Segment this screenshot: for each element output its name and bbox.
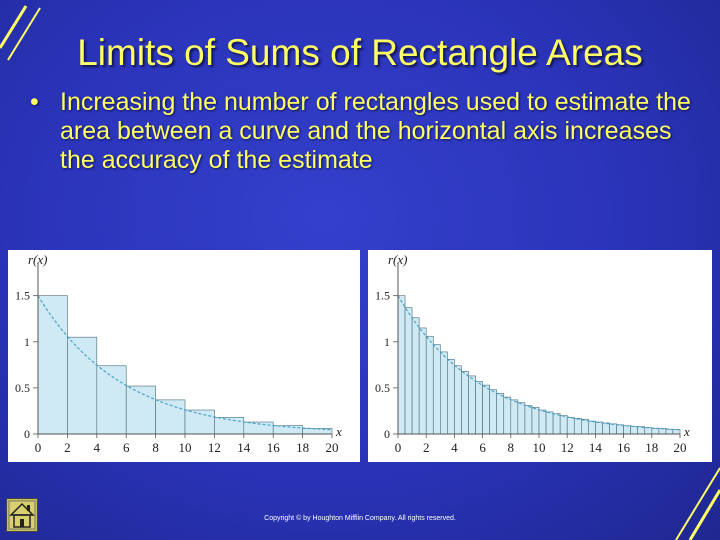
bar (475, 381, 483, 435)
curve-line (397, 295, 681, 431)
x-tick-label: 14 (237, 440, 251, 455)
bar (125, 385, 156, 435)
bar (397, 295, 406, 435)
x-tick-label: 0 (395, 440, 402, 455)
bar (623, 425, 631, 435)
bar (538, 409, 547, 435)
x-axis-label: x (683, 424, 690, 439)
bar (644, 427, 653, 435)
x-tick-label: 10 (179, 440, 192, 455)
x-tick-label: 14 (589, 440, 603, 455)
y-axis-label: r(x) (28, 252, 48, 267)
bar (552, 413, 561, 435)
chart-right-svg: 0 2 4 6 8 10 12 14 16 18 20 0 0.5 1 1.5 r(x) x (375, 252, 690, 455)
bar (566, 417, 575, 435)
y-tick-label: 1 (24, 335, 30, 349)
x-tick-label: 4 (451, 440, 458, 455)
x-tick-label: 8 (508, 440, 515, 455)
bar (588, 420, 596, 435)
chart-left: 0 2 4 6 8 10 12 14 16 18 20 0 0.5 1 1.5 r(x) x (8, 250, 360, 462)
bar (496, 393, 505, 435)
y-tick-label: 1.5 (375, 289, 390, 303)
x-tick-label: 6 (479, 440, 486, 455)
curve-line (37, 295, 333, 431)
x-tick-label: 16 (267, 440, 281, 455)
y-tick-label: 1 (384, 335, 390, 349)
bar (447, 359, 455, 435)
bar (404, 307, 413, 435)
x-tick-label: 0 (35, 440, 42, 455)
x-tick-label: 10 (533, 440, 546, 455)
y-tick-label: 0 (24, 427, 30, 441)
bar (510, 399, 519, 435)
bullet-item: • Increasing the number of rectangles us… (30, 88, 700, 175)
bar (531, 406, 540, 435)
x-tick-label: 12 (561, 440, 574, 455)
x-tick-label: 18 (296, 440, 309, 455)
x-tick-label: 6 (123, 440, 130, 455)
y-tick-label: 1.5 (15, 289, 30, 303)
x-tick-label: 12 (208, 440, 221, 455)
bar (482, 384, 490, 435)
x-tick-label: 18 (645, 440, 658, 455)
x-tick-label: 4 (94, 440, 101, 455)
bar (559, 415, 568, 435)
bar (581, 418, 589, 435)
bar (573, 418, 582, 435)
bar (489, 389, 498, 435)
bar (37, 295, 68, 435)
bar (651, 428, 660, 435)
bar (545, 411, 554, 435)
y-tick-label: 0.5 (375, 381, 390, 395)
x-tick-label: 20 (674, 440, 687, 455)
bar (432, 344, 441, 435)
y-tick-label: 0 (384, 427, 390, 441)
bar (440, 351, 448, 435)
bar (609, 423, 617, 435)
x-tick-label: 20 (326, 440, 339, 455)
bar (425, 335, 434, 435)
bar (616, 424, 624, 435)
x-tick-label: 8 (152, 440, 159, 455)
bar (461, 370, 469, 435)
bar (411, 317, 420, 435)
home-icon[interactable] (6, 498, 38, 532)
bar (524, 405, 533, 435)
bar (595, 421, 603, 435)
chart-left-svg: 0 2 4 6 8 10 12 14 16 18 20 0 0.5 1 1.5 r(x) x (15, 252, 342, 455)
bar (517, 402, 526, 435)
bar (418, 327, 427, 435)
bar (665, 429, 674, 435)
y-axis-label: r(x) (388, 252, 408, 267)
bar (602, 422, 610, 435)
copyright-notice: Copyright © by Houghton Mifflin Company.… (264, 515, 456, 522)
slide-title: Limits of Sums of Rectangle Areas (77, 32, 643, 73)
y-tick-label: 0.5 (15, 381, 30, 395)
bar (468, 375, 476, 435)
x-tick-label: 2 (423, 440, 430, 455)
bar (630, 426, 638, 435)
chart-right: 0 2 4 6 8 10 12 14 16 18 20 0 0.5 1 1.5 r(x) x (368, 250, 712, 462)
x-axis-label: x (335, 424, 342, 439)
bar (503, 396, 512, 435)
x-tick-label: 2 (64, 440, 71, 455)
bar (96, 365, 127, 435)
bullet-text: Increasing the number of rectangles used… (60, 88, 691, 174)
bullet-marker: • (30, 88, 39, 116)
bar (454, 365, 462, 435)
x-tick-label: 16 (617, 440, 631, 455)
